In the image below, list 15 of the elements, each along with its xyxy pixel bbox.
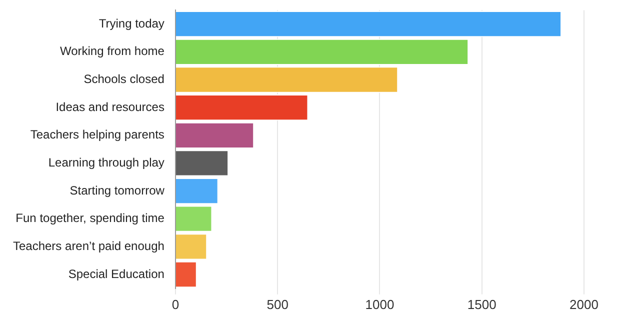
y-tick-label: Teachers helping parents — [30, 128, 164, 142]
y-tick-label: Schools closed — [84, 72, 164, 86]
y-tick-label: Trying today — [98, 16, 164, 30]
y-tick-label: Special Education — [68, 266, 164, 281]
y-tick-label: Fun together, spending time — [16, 211, 165, 226]
y-tick-label: Teachers aren’t paid enough — [12, 238, 164, 253]
y-tick-label: Starting tomorrow — [70, 183, 165, 198]
x-tick-label: 2000 — [570, 296, 598, 312]
x-tick-label: 500 — [266, 296, 288, 312]
y-tick-label: Ideas and resources — [56, 100, 164, 114]
x-tick-label: 0 — [172, 296, 180, 312]
y-tick-label: Working from home — [60, 44, 165, 58]
y-tick-label: Learning through play — [48, 156, 164, 170]
x-tick-label: 1500 — [467, 296, 496, 312]
x-tick-label: 1000 — [365, 296, 394, 312]
